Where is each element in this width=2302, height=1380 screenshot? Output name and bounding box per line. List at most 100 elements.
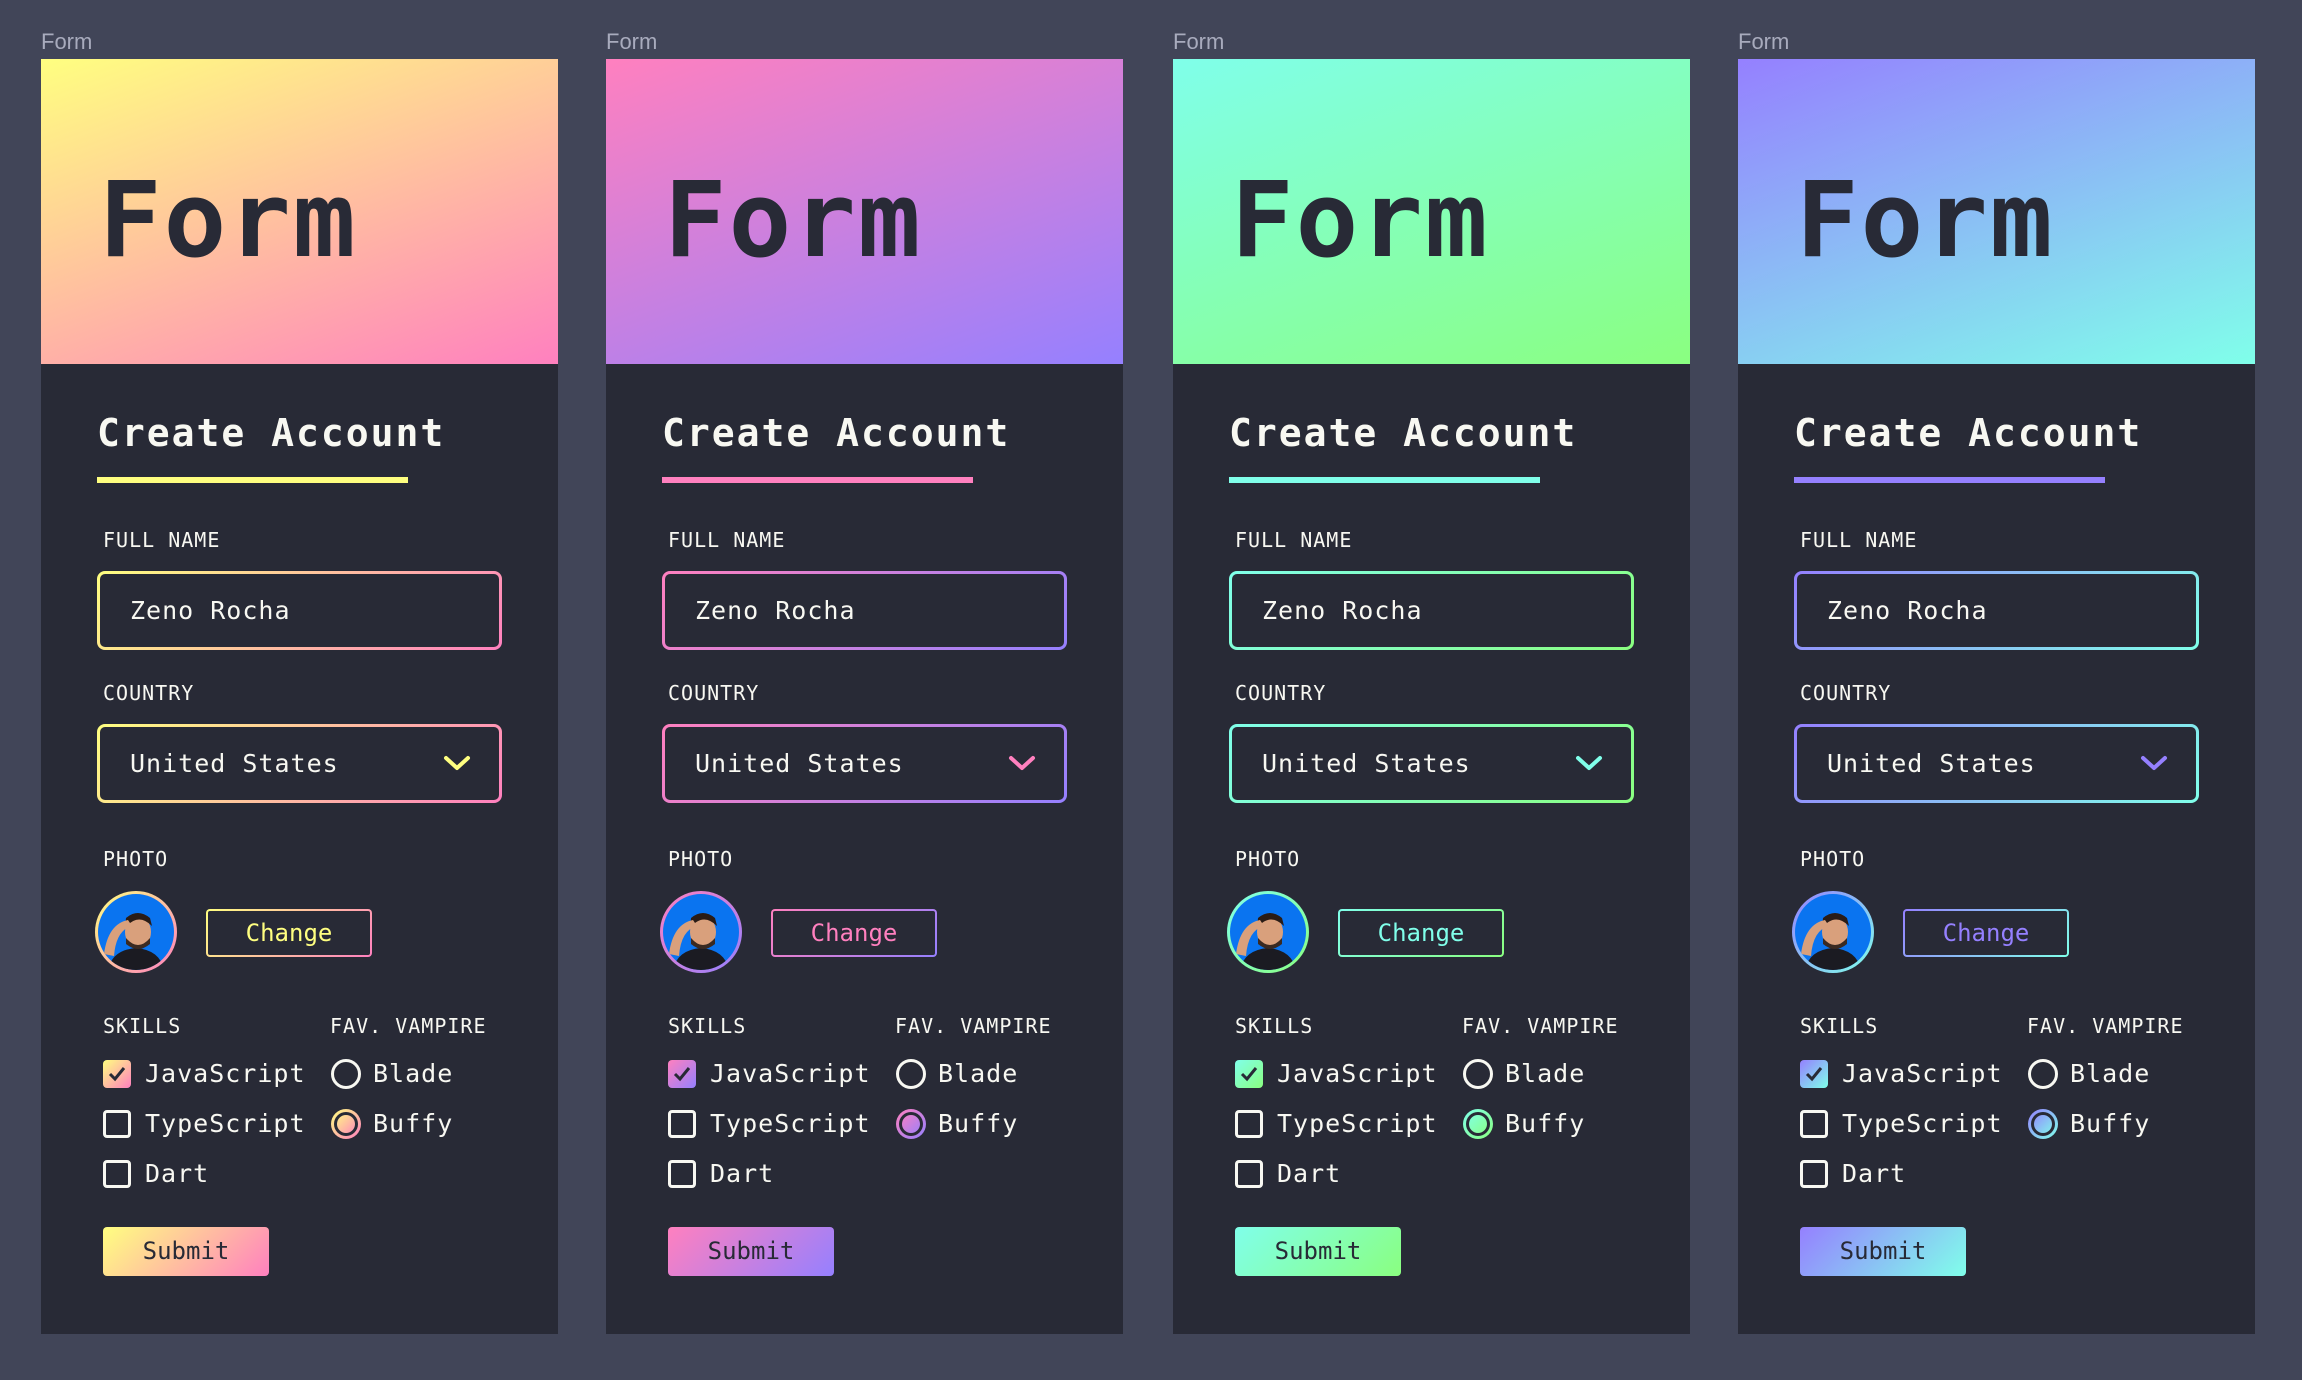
skill-checkbox-typescript[interactable] <box>103 1110 131 1138</box>
skill-label: TypeScript <box>1842 1109 2003 1138</box>
skill-label: TypeScript <box>710 1109 871 1138</box>
checkmark-icon <box>1800 1067 1828 1092</box>
vampire-label: Buffy <box>373 1109 454 1138</box>
form-card: Form Create Account FULL NAME Zeno Rocha COU… <box>41 59 558 1334</box>
fav-vampire-label: FAV. VAMPIRE <box>1462 1014 1619 1038</box>
frame-label: Form <box>1738 29 1790 54</box>
title-underline <box>662 477 973 483</box>
country-label: COUNTRY <box>1800 681 1892 705</box>
change-photo-button[interactable]: Change <box>771 909 937 957</box>
change-label: Change <box>1377 919 1465 947</box>
skill-label: JavaScript <box>710 1059 871 1088</box>
photo-label: PHOTO <box>668 847 734 871</box>
title-underline <box>1794 477 2105 483</box>
country-label: COUNTRY <box>1235 681 1327 705</box>
change-photo-button[interactable]: Change <box>1903 909 2069 957</box>
skills-label: SKILLS <box>1235 1014 1314 1038</box>
form-card: Form Create Account FULL NAME Zeno Rocha COU… <box>606 59 1123 1334</box>
country-select[interactable]: United States <box>1229 724 1634 803</box>
fav-vampire-label: FAV. VAMPIRE <box>2027 1014 2184 1038</box>
skill-checkbox-dart[interactable] <box>1235 1160 1263 1188</box>
change-label: Change <box>810 919 898 947</box>
vampire-radio-blade[interactable] <box>1463 1059 1493 1089</box>
form-title: Create Account <box>97 411 446 455</box>
title-underline <box>1229 477 1540 483</box>
country-value: United States <box>1262 749 1471 778</box>
skill-checkbox-javascript[interactable] <box>668 1060 696 1088</box>
skill-checkbox-dart[interactable] <box>103 1160 131 1188</box>
vampire-label: Buffy <box>2070 1109 2151 1138</box>
vampire-label: Blade <box>938 1059 1019 1088</box>
form-card: Form Create Account FULL NAME Zeno Rocha COU… <box>1738 59 2255 1334</box>
vampire-radio-blade[interactable] <box>896 1059 926 1089</box>
change-photo-button[interactable]: Change <box>1338 909 1504 957</box>
full-name-input[interactable]: Zeno Rocha <box>1794 571 2199 650</box>
vampire-radio-buffy[interactable] <box>2028 1109 2058 1139</box>
skill-checkbox-dart[interactable] <box>668 1160 696 1188</box>
vampire-radio-blade[interactable] <box>2028 1059 2058 1089</box>
country-label: COUNTRY <box>668 681 760 705</box>
vampire-label: Blade <box>1505 1059 1586 1088</box>
full-name-label: FULL NAME <box>103 528 221 552</box>
form-title: Create Account <box>1229 411 1578 455</box>
change-label: Change <box>245 919 333 947</box>
title-underline <box>97 477 408 483</box>
fav-vampire-label: FAV. VAMPIRE <box>895 1014 1052 1038</box>
skill-checkbox-typescript[interactable] <box>1235 1110 1263 1138</box>
avatar <box>660 891 742 973</box>
vampire-label: Blade <box>373 1059 454 1088</box>
skill-label: Dart <box>145 1159 210 1188</box>
form-title: Create Account <box>662 411 1011 455</box>
vampire-radio-blade[interactable] <box>331 1059 361 1089</box>
full-name-value: Zeno Rocha <box>1262 596 1423 625</box>
chevron-down-icon <box>1008 753 1036 777</box>
frame-label: Form <box>606 29 658 54</box>
change-photo-button[interactable]: Change <box>206 909 372 957</box>
skill-checkbox-typescript[interactable] <box>1800 1110 1828 1138</box>
full-name-input[interactable]: Zeno Rocha <box>97 571 502 650</box>
country-label: COUNTRY <box>103 681 195 705</box>
vampire-label: Buffy <box>938 1109 1019 1138</box>
hero-title: Form <box>1231 159 1490 281</box>
submit-button[interactable]: Submit <box>103 1227 269 1276</box>
skill-label: Dart <box>1277 1159 1342 1188</box>
skill-label: JavaScript <box>1277 1059 1438 1088</box>
vampire-radio-buffy[interactable] <box>1463 1109 1493 1139</box>
full-name-input[interactable]: Zeno Rocha <box>662 571 1067 650</box>
checkmark-icon <box>103 1067 131 1092</box>
country-value: United States <box>695 749 904 778</box>
vampire-radio-buffy[interactable] <box>896 1109 926 1139</box>
country-select[interactable]: United States <box>1794 724 2199 803</box>
skill-label: JavaScript <box>145 1059 306 1088</box>
vampire-radio-buffy[interactable] <box>331 1109 361 1139</box>
full-name-value: Zeno Rocha <box>1827 596 1988 625</box>
hero-title: Form <box>664 159 923 281</box>
change-label: Change <box>1942 919 2030 947</box>
skills-label: SKILLS <box>668 1014 747 1038</box>
skill-checkbox-javascript[interactable] <box>1235 1060 1263 1088</box>
avatar <box>95 891 177 973</box>
checkmark-icon <box>668 1067 696 1092</box>
chevron-down-icon <box>1575 753 1603 777</box>
form-hero-banner: Form <box>1173 59 1690 364</box>
full-name-label: FULL NAME <box>1235 528 1353 552</box>
submit-button[interactable]: Submit <box>1235 1227 1401 1276</box>
frame-label: Form <box>1173 29 1225 54</box>
form-hero-banner: Form <box>41 59 558 364</box>
skill-checkbox-typescript[interactable] <box>668 1110 696 1138</box>
country-select[interactable]: United States <box>662 724 1067 803</box>
submit-button[interactable]: Submit <box>1800 1227 1966 1276</box>
form-card: Form Create Account FULL NAME Zeno Rocha COU… <box>1173 59 1690 1334</box>
country-value: United States <box>130 749 339 778</box>
full-name-label: FULL NAME <box>1800 528 1918 552</box>
submit-button[interactable]: Submit <box>668 1227 834 1276</box>
country-select[interactable]: United States <box>97 724 502 803</box>
photo-label: PHOTO <box>1800 847 1866 871</box>
skill-checkbox-dart[interactable] <box>1800 1160 1828 1188</box>
skills-label: SKILLS <box>103 1014 182 1038</box>
full-name-input[interactable]: Zeno Rocha <box>1229 571 1634 650</box>
skill-checkbox-javascript[interactable] <box>103 1060 131 1088</box>
skill-checkbox-javascript[interactable] <box>1800 1060 1828 1088</box>
vampire-label: Blade <box>2070 1059 2151 1088</box>
full-name-value: Zeno Rocha <box>130 596 291 625</box>
